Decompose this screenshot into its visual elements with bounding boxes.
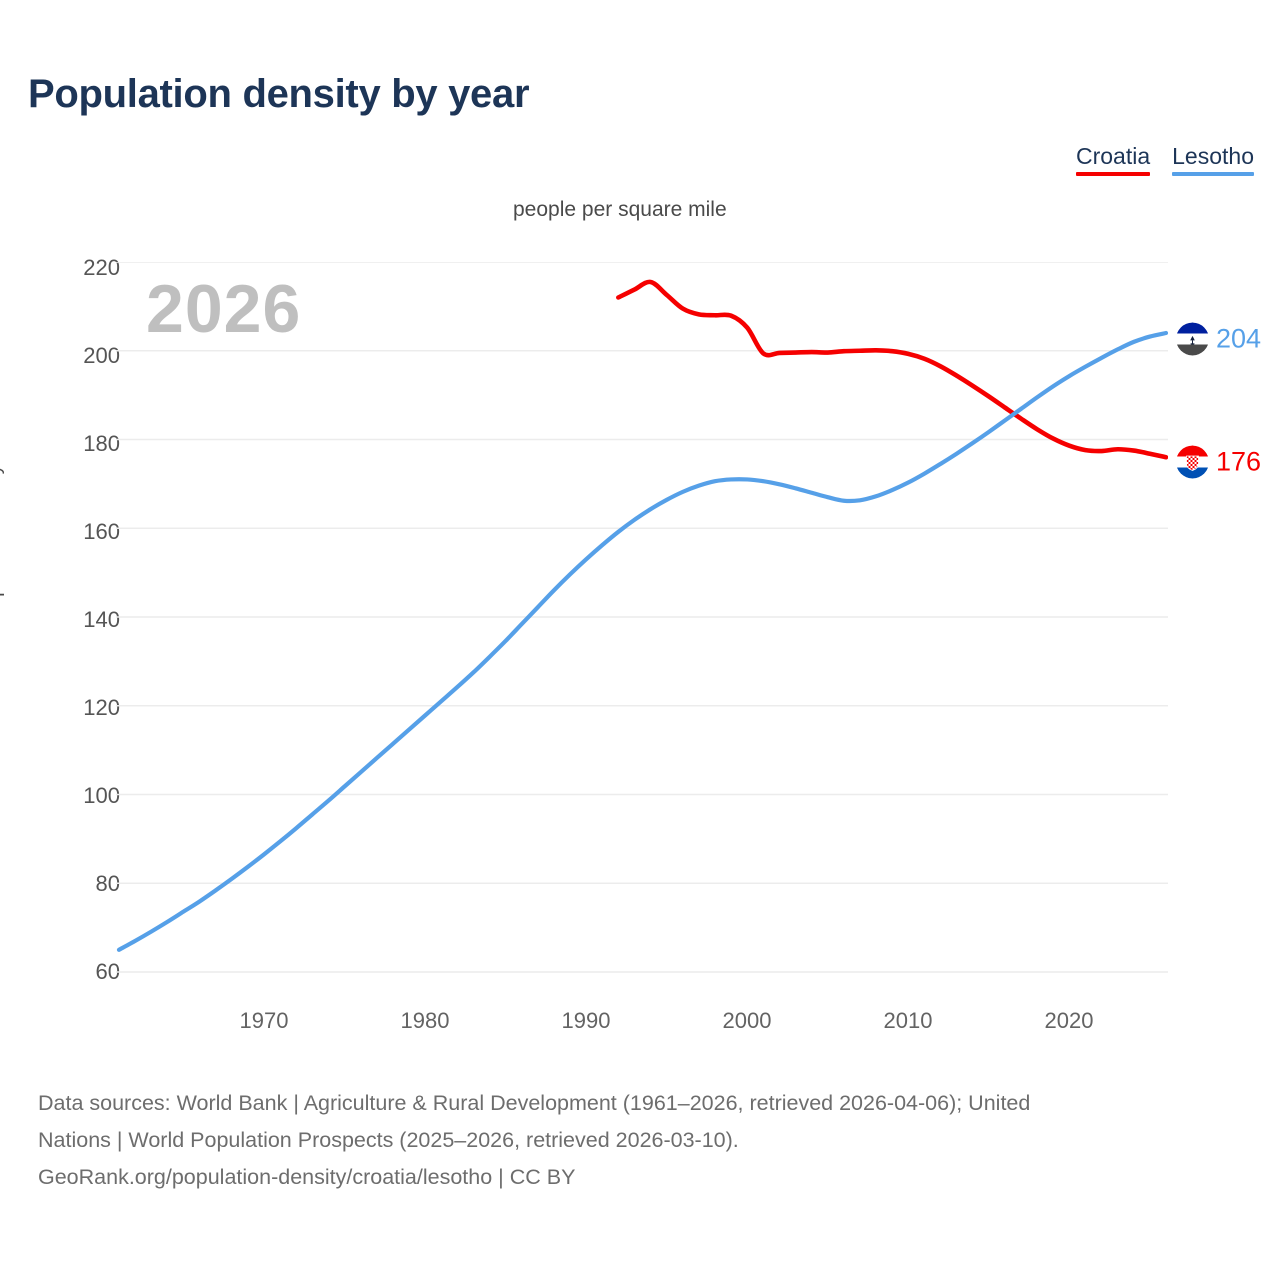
croatia-flag-icon [1176, 445, 1209, 479]
series-line-lesotho [116, 330, 1168, 952]
legend-item-lesotho[interactable]: Lesotho [1172, 143, 1254, 176]
lesotho-endpoint-value: 204 [1216, 323, 1262, 354]
x-tick-2010: 2010 [883, 1008, 933, 1033]
legend-label-croatia: Croatia [1075, 143, 1151, 169]
footer-line-1: Data sources: World Bank | Agriculture &… [38, 1091, 1031, 1115]
series-line-croatia [616, 279, 1168, 460]
gridlines [116, 262, 1168, 973]
legend-item-croatia[interactable]: Croatia [1075, 143, 1151, 176]
footer-line-2: Nations | World Population Prospects (20… [38, 1128, 739, 1152]
y-tick-220: 220 [83, 255, 120, 280]
x-tick-1990: 1990 [561, 1008, 611, 1033]
x-tick-2020: 2020 [1044, 1008, 1094, 1033]
chart-canvas [116, 262, 1168, 973]
page-title: Population density by year [28, 72, 530, 116]
plot-area [116, 262, 1168, 978]
y-tick-140: 140 [83, 607, 120, 632]
series-lines [116, 279, 1168, 952]
legend-rule-croatia [1075, 172, 1151, 176]
y-tick-160: 160 [83, 519, 120, 544]
y-tick-180: 180 [83, 431, 120, 456]
y-tick-120: 120 [83, 695, 120, 720]
axis-subtitle: people per square mile [513, 198, 727, 221]
y-tick-80: 80 [95, 871, 120, 896]
x-tick-1980: 1980 [400, 1008, 450, 1033]
legend: Croatia Lesotho [1075, 143, 1254, 176]
croatia-endpoint[interactable]: 176 [1176, 445, 1262, 479]
y-axis-label: Population density [0, 464, 5, 620]
y-tick-60: 60 [95, 959, 120, 984]
lesotho-flag-icon [1176, 322, 1209, 356]
y-tick-200: 200 [83, 343, 120, 368]
y-tick-100: 100 [83, 783, 120, 808]
x-tick-1970: 1970 [239, 1008, 289, 1033]
footer-source-link[interactable]: GeoRank.org/population-density/croatia/l… [38, 1165, 576, 1189]
x-tick-2000: 2000 [722, 1008, 772, 1033]
watermark-year: 2026 [146, 271, 302, 347]
legend-label-lesotho: Lesotho [1172, 143, 1254, 169]
legend-rule-lesotho [1172, 172, 1254, 176]
lesotho-endpoint[interactable]: 204 [1176, 322, 1262, 356]
footer: Data sources: World Bank | Agriculture &… [38, 1085, 1263, 1196]
croatia-endpoint-value: 176 [1216, 446, 1262, 477]
